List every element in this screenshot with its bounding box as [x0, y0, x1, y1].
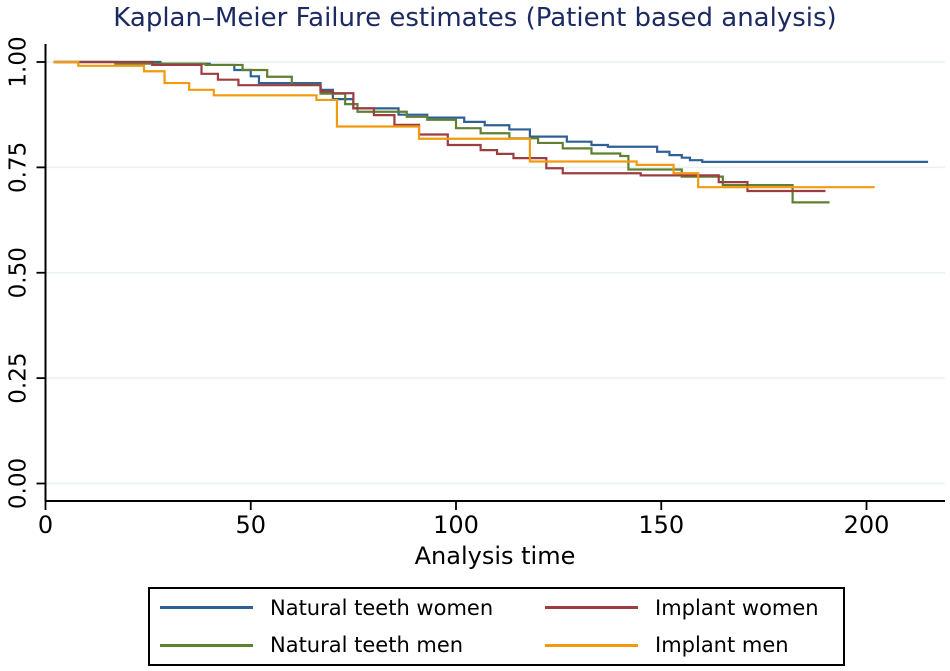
x-tick-label: 0	[38, 511, 53, 539]
km-curve-natural-teeth-women	[53, 60, 929, 163]
x-axis-title: Analysis time	[415, 542, 576, 570]
legend-line-swatch	[160, 606, 253, 610]
km-curve-implant-men	[53, 60, 875, 189]
legend-line-swatch	[160, 643, 253, 647]
x-tick-label: 150	[638, 511, 684, 539]
chart-title: Kaplan–Meier Failure estimates (Patient …	[113, 3, 837, 33]
y-tick-label: 0.75	[6, 142, 32, 193]
km-curve-natural-teeth-men	[53, 60, 830, 204]
km-curve-implant-women	[53, 60, 826, 193]
gridlines	[45, 61, 945, 485]
x-tick-label: 200	[844, 511, 890, 539]
legend-item-implant-men: Implant men	[535, 633, 843, 657]
legend-item-implant-women: Implant women	[535, 596, 843, 620]
y-tick-label: 0.25	[6, 353, 32, 404]
legend-label: Implant men	[655, 633, 789, 658]
x-tick-label: 50	[235, 511, 266, 539]
y-tick-label: 0.50	[6, 247, 32, 298]
legend-item-natural-teeth-women: Natural teeth women	[150, 596, 535, 620]
axis-ticks	[36, 61, 868, 510]
legend-label: Natural teeth women	[270, 595, 494, 620]
axis-tick-labels: 0.00 0.25 0.50 0.75 1.00 0 50 100 150 200	[6, 36, 890, 539]
km-curves	[53, 60, 929, 204]
x-tick-label: 100	[433, 511, 479, 539]
legend-line-swatch	[545, 606, 638, 610]
y-tick-label: 0.00	[6, 458, 32, 509]
legend-item-natural-teeth-men: Natural teeth men	[150, 633, 535, 657]
legend: Natural teeth women Implant women Natura…	[148, 587, 845, 666]
y-tick-label: 1.00	[6, 36, 32, 87]
legend-line-swatch	[545, 643, 638, 647]
km-plot-area: 0.00 0.25 0.50 0.75 1.00 0 50 100 150 200 Analysi…	[6, 36, 945, 570]
legend-label: Natural teeth men	[270, 633, 464, 658]
legend-label: Implant women	[655, 595, 819, 620]
